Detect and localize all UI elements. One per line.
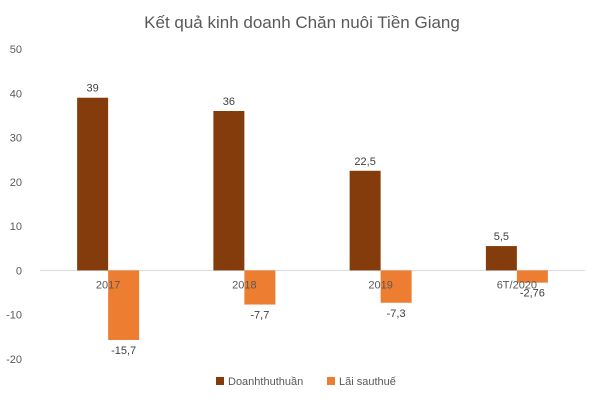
- legend-label: Lãi sauthuế: [339, 376, 396, 388]
- x-tick-label: 2017: [96, 279, 120, 291]
- data-label: 39: [87, 83, 99, 95]
- bar-doanh-thu-3: [485, 246, 517, 271]
- y-tick-label: -10: [6, 310, 22, 322]
- y-tick-label: -20: [6, 354, 22, 366]
- x-axis-labels: 2017 2018 2019 6T/2020: [96, 279, 537, 291]
- legend: Doanhthuthuần Lãi sauthuế: [216, 376, 396, 388]
- y-tick-label: 30: [10, 133, 22, 145]
- legend-swatch: [216, 377, 224, 385]
- x-tick-label: 6T/2020: [497, 279, 537, 291]
- bar-doanh-thu-1: [213, 111, 245, 271]
- y-tick-label: 10: [10, 221, 22, 233]
- bar-lai-sau-thue-0: [108, 270, 140, 340]
- bars: 39 -15,7 36 -7,7 22,5 -7,3 5,5 -2,76: [77, 83, 548, 357]
- legend-swatch: [327, 377, 335, 385]
- data-label: -7,3: [387, 308, 406, 320]
- data-label: -15,7: [111, 345, 136, 357]
- chart-title: Kết quả kinh doanh Chăn nuôi Tiền Giang: [144, 13, 460, 32]
- data-label: 22,5: [354, 156, 375, 168]
- data-label: 36: [223, 96, 235, 108]
- y-tick-label: 0: [16, 265, 22, 277]
- y-tick-label: 50: [10, 44, 22, 56]
- data-label: -2,76: [520, 288, 545, 300]
- data-label: -7,7: [250, 310, 269, 322]
- y-tick-label: 40: [10, 88, 22, 100]
- bar-lai-sau-thue-3: [516, 270, 548, 283]
- bar-lai-sau-thue-2: [380, 270, 412, 303]
- x-tick-label: 2018: [232, 279, 256, 291]
- legend-label: Doanhthuthuần: [228, 376, 303, 388]
- bar-doanh-thu-0: [77, 97, 109, 271]
- bar-lai-sau-thue-1: [244, 270, 276, 305]
- x-tick-label: 2019: [368, 279, 392, 291]
- bar-doanh-thu-2: [349, 170, 381, 271]
- y-axis: -20 -10 0 10 20 30 40 50: [6, 44, 22, 366]
- y-tick-label: 20: [10, 177, 22, 189]
- data-label: 5,5: [494, 231, 509, 243]
